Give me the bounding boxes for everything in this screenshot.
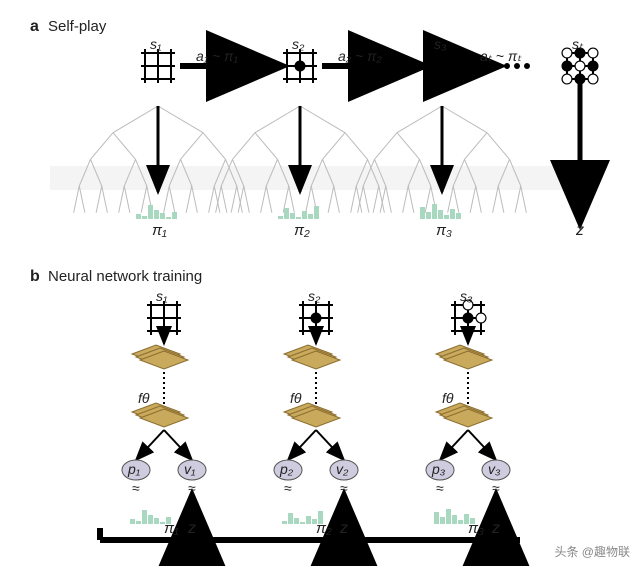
figure-container: { "panels": { "a": {"label":"a","title":… xyxy=(0,0,640,566)
nn-z-label: z xyxy=(188,520,196,538)
footer-credit: 头条 @趣物联 xyxy=(554,543,630,560)
approx-mark: ≈ xyxy=(284,480,292,496)
approx-mark: ≈ xyxy=(132,480,140,496)
nn-pi-label: π₂ xyxy=(316,520,332,537)
state-label-s₁: s₁ xyxy=(150,36,161,52)
approx-mark: ≈ xyxy=(188,480,196,496)
p-node-label: p₁ xyxy=(128,461,140,477)
state-label-s₂: s₂ xyxy=(292,36,304,52)
v-node-label: v₃ xyxy=(488,461,501,477)
v-node-label: v₁ xyxy=(184,461,195,477)
nn-z-label: z xyxy=(492,520,500,538)
nn-state-label: s₃ xyxy=(460,288,473,304)
p-node-label: p₃ xyxy=(432,461,445,477)
pi-label: π₁ xyxy=(152,222,167,239)
action-label: a₁ ~ π₁ xyxy=(196,48,238,64)
v-node-label: v₂ xyxy=(336,461,348,477)
ftheta-label: fθ xyxy=(442,390,453,406)
action-label: aₜ ~ πₜ xyxy=(480,48,521,65)
state-label-s₃: s₃ xyxy=(434,36,447,52)
nn-state-label: s₂ xyxy=(308,288,320,304)
nn-z-label: z xyxy=(340,520,348,538)
z-label: z xyxy=(576,222,584,240)
state-label-sₜ: sₜ xyxy=(572,36,583,53)
approx-mark: ≈ xyxy=(340,480,348,496)
diagram-svg xyxy=(0,0,640,566)
nn-state-label: s₁ xyxy=(156,288,167,304)
p-node-label: p₂ xyxy=(280,461,293,477)
pi-label: π₃ xyxy=(436,222,452,239)
action-label: a₂ ~ π₂ xyxy=(338,48,382,64)
ftheta-label: fθ xyxy=(290,390,301,406)
approx-mark: ≈ xyxy=(492,480,500,496)
approx-mark: ≈ xyxy=(436,480,444,496)
nn-pi-label: π₃ xyxy=(468,520,484,537)
pi-label: π₂ xyxy=(294,222,310,239)
ftheta-label: fθ xyxy=(138,390,149,406)
nn-pi-label: π₁ xyxy=(164,520,179,537)
